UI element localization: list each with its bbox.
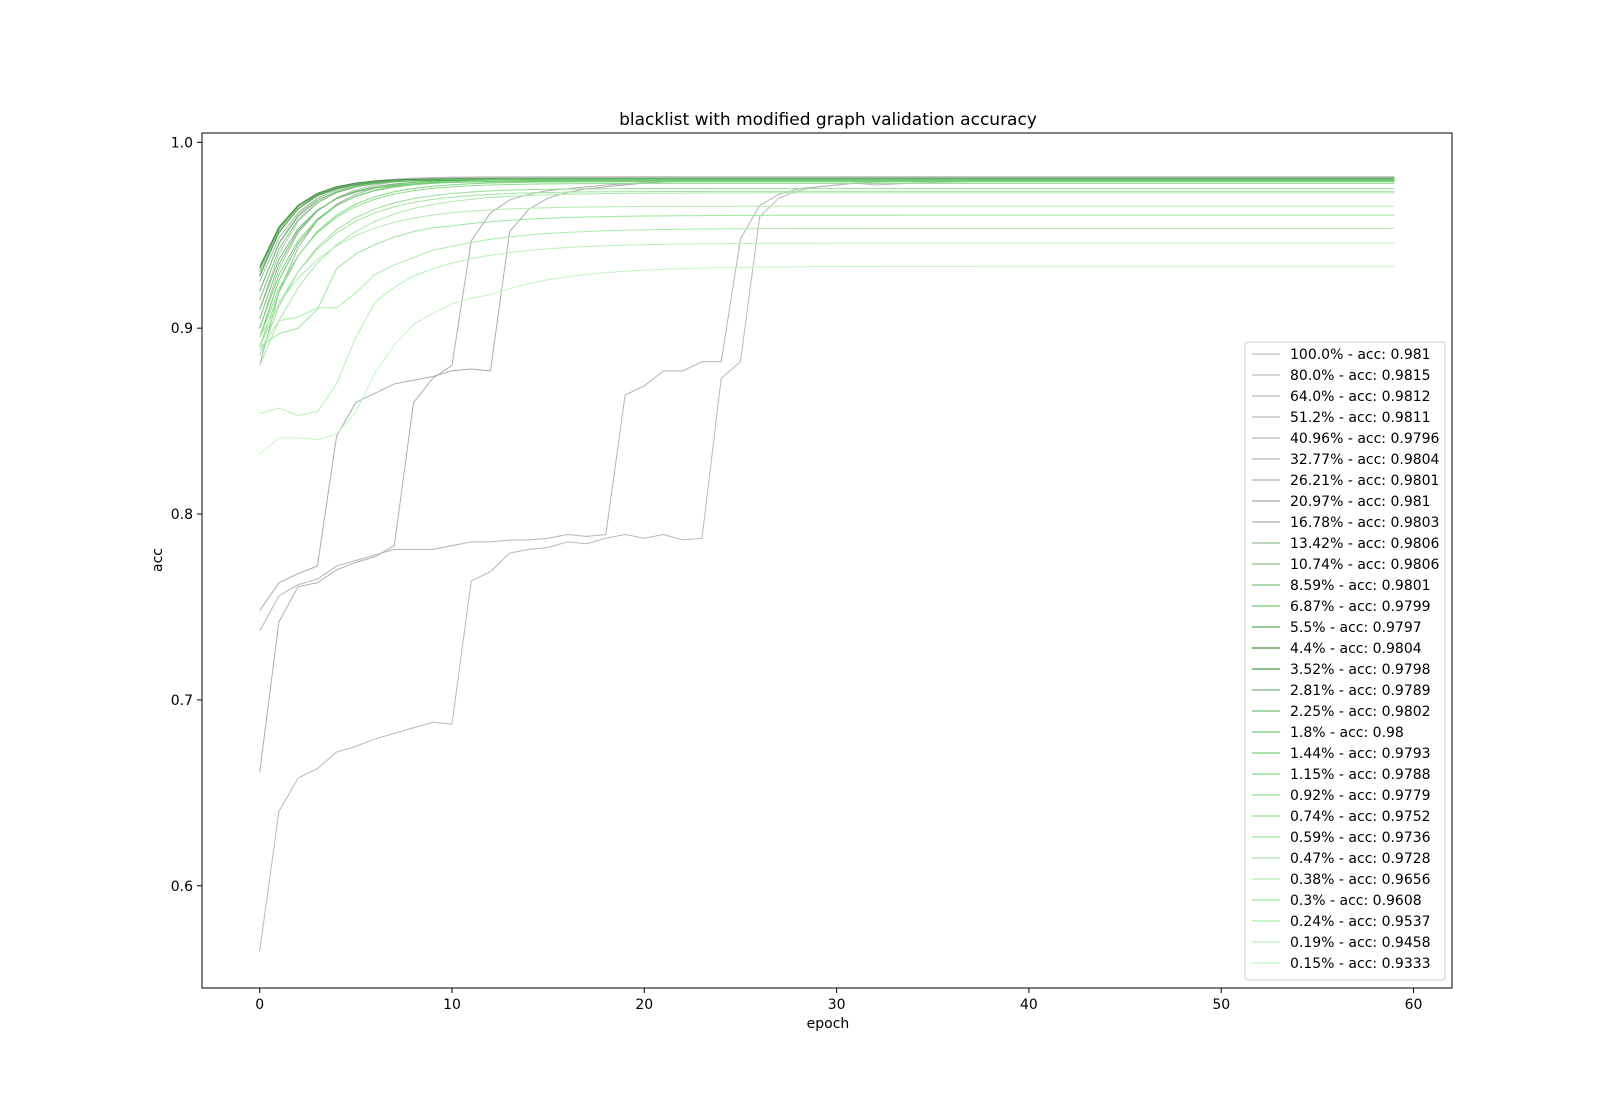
y-axis: 0.6 0.7 0.8 0.9 1.0 (171, 135, 202, 895)
legend-label: 20.97% - acc: 0.981 (1290, 494, 1431, 510)
x-axis-label: epoch (807, 1016, 850, 1032)
x-tick-label: 30 (828, 997, 846, 1013)
series-line (259, 190, 1395, 347)
x-tick-label: 10 (443, 997, 461, 1013)
legend-label: 26.21% - acc: 0.9801 (1290, 473, 1439, 489)
series-line (259, 178, 1395, 338)
series-line (259, 182, 1395, 338)
series-line (259, 187, 1395, 357)
legend-label: 2.81% - acc: 0.9789 (1290, 683, 1431, 699)
x-tick-label: 20 (635, 997, 653, 1013)
legend-label: 0.3% - acc: 0.9608 (1290, 893, 1422, 909)
plot-lines (259, 176, 1395, 951)
y-axis-label: acc (150, 548, 166, 572)
chart-title: blacklist with modified graph validation… (619, 110, 1037, 130)
legend-label: 40.96% - acc: 0.9796 (1290, 431, 1440, 447)
legend-label: 0.92% - acc: 0.9779 (1290, 788, 1431, 804)
legend-label: 51.2% - acc: 0.9811 (1290, 410, 1431, 426)
legend-label: 13.42% - acc: 0.9806 (1290, 536, 1440, 552)
legend-label: 0.59% - acc: 0.9736 (1290, 830, 1431, 846)
legend-label: 1.8% - acc: 0.98 (1290, 725, 1404, 741)
legend-label: 0.19% - acc: 0.9458 (1290, 935, 1431, 951)
legend-label: 0.38% - acc: 0.9656 (1290, 872, 1431, 888)
x-tick-label: 50 (1212, 997, 1230, 1013)
x-tick-label: 0 (255, 997, 264, 1013)
x-tick-label: 60 (1405, 997, 1423, 1013)
y-tick-label: 0.6 (171, 879, 193, 895)
legend-label: 16.78% - acc: 0.9803 (1290, 515, 1439, 531)
legend-label: 2.25% - acc: 0.9802 (1290, 704, 1431, 720)
y-tick-label: 0.7 (171, 693, 193, 709)
series-line (259, 242, 1395, 417)
legend-label: 4.4% - acc: 0.9804 (1290, 641, 1422, 657)
plot-area-frame (201, 132, 1453, 989)
legend-label: 6.87% - acc: 0.9799 (1290, 599, 1431, 615)
x-tick-label: 40 (1020, 997, 1038, 1013)
legend-label: 0.47% - acc: 0.9728 (1290, 851, 1431, 867)
legend-label: 80.0% - acc: 0.9815 (1290, 368, 1431, 384)
legend-label: 0.15% - acc: 0.9333 (1290, 956, 1431, 972)
y-tick-label: 0.8 (171, 507, 193, 523)
series-line (259, 227, 1395, 351)
legend-label: 0.24% - acc: 0.9537 (1290, 914, 1431, 930)
legend-label: 0.74% - acc: 0.9752 (1290, 809, 1431, 825)
series-line (259, 181, 1395, 347)
legend-label: 8.59% - acc: 0.9801 (1290, 578, 1431, 594)
x-axis: 0 10 20 30 40 50 60 (255, 988, 1422, 1013)
y-tick-label: 0.9 (171, 321, 193, 337)
series-line (259, 214, 1395, 348)
series-line (259, 180, 1395, 329)
series-line (259, 192, 1395, 366)
legend: 100.0% - acc: 0.981 80.0% - acc: 0.9815 64… (1244, 341, 1446, 981)
legend-label: 3.52% - acc: 0.9798 (1290, 662, 1431, 678)
legend-label: 10.74% - acc: 0.9806 (1290, 557, 1440, 573)
legend-label: 5.5% - acc: 0.9797 (1290, 620, 1422, 636)
legend-label: 32.77% - acc: 0.9804 (1290, 452, 1440, 468)
legend-label: 100.0% - acc: 0.981 (1290, 347, 1431, 363)
legend-label: 64.0% - acc: 0.9812 (1290, 389, 1431, 405)
series-line (259, 265, 1395, 455)
series-line (259, 205, 1395, 338)
legend-label: 1.15% - acc: 0.9788 (1290, 767, 1431, 783)
y-tick-label: 1.0 (171, 135, 193, 151)
legend-label: 1.44% - acc: 0.9793 (1290, 746, 1431, 762)
legend-frame (1244, 341, 1446, 981)
